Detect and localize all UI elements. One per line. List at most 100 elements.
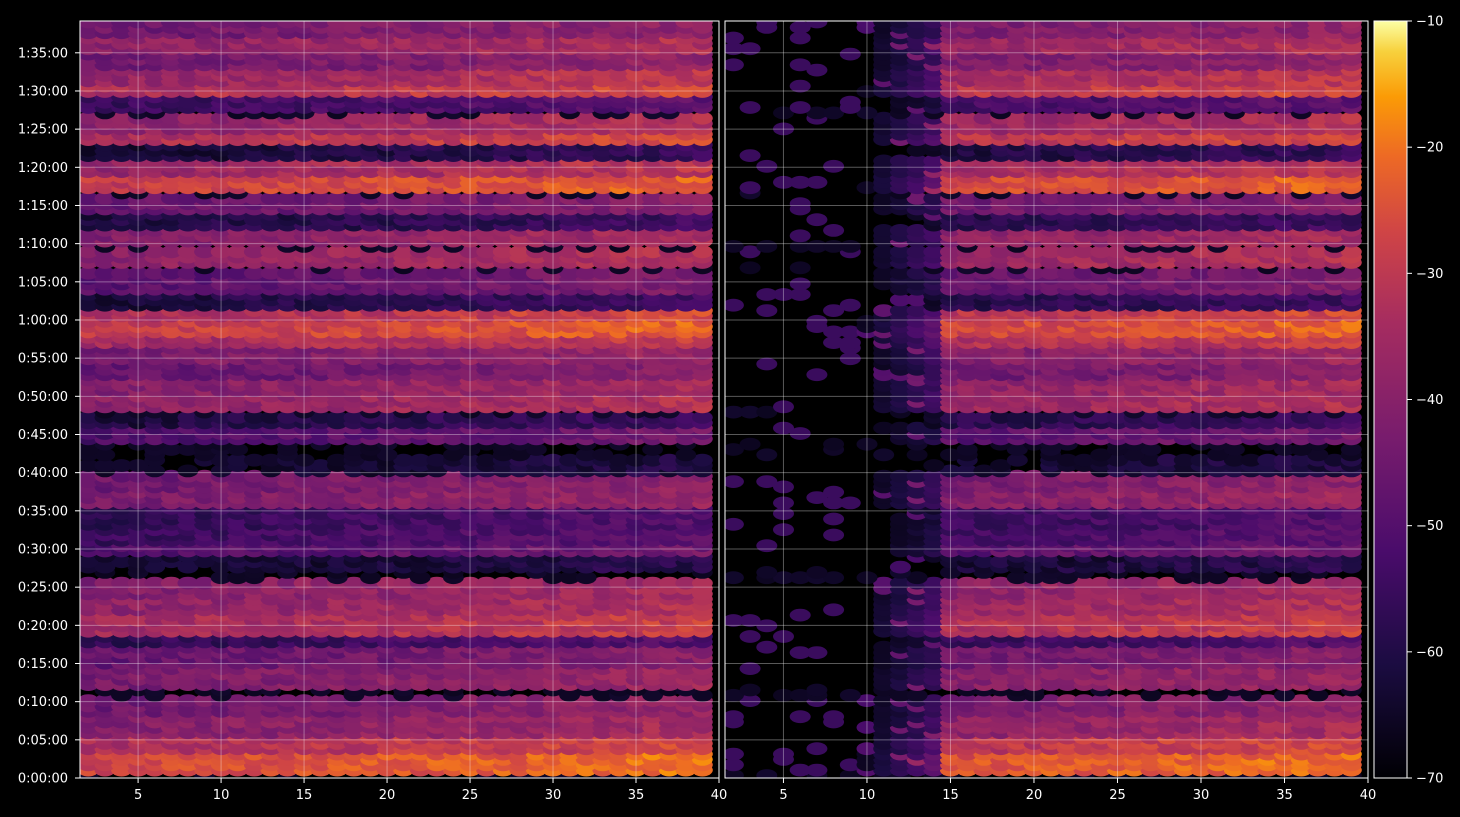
left-heatmap-cell: [526, 576, 547, 590]
left-heatmap-cell: [111, 266, 132, 280]
left-heatmap-cell: [675, 111, 697, 125]
left-heatmap-cell: [343, 245, 365, 259]
left-heatmap-cell: [575, 266, 597, 280]
left-heatmap-cell: [542, 411, 564, 424]
left-heatmap-cell: [459, 192, 481, 205]
left-heatmap-cell: [160, 469, 182, 483]
left-heatmap-cell: [177, 576, 199, 590]
left-heatmap-cell: [94, 694, 116, 707]
left-heatmap-cell: [559, 266, 580, 280]
left-heatmap-cell: [675, 266, 697, 280]
left-heatmap-cell: [426, 453, 448, 467]
left-heatmap-cell: [277, 469, 298, 483]
left-heatmap-cell: [542, 111, 564, 125]
left-heatmap-cell: [111, 576, 132, 590]
left-heatmap-cell: [592, 688, 614, 702]
left-heatmap-cell: [326, 469, 348, 483]
left-heatmap-cells: [80, 21, 713, 778]
left-heatmap-cell: [559, 571, 580, 585]
left-heatmap-cell: [127, 576, 149, 590]
left-heatmap-cell: [80, 576, 99, 590]
left-heatmap-cell: [625, 266, 647, 280]
left-heatmap-cell: [144, 266, 166, 280]
left-heatmap-cell: [310, 411, 332, 424]
left-heatmap-cell: [426, 245, 448, 259]
left-heatmap-cell: [393, 245, 414, 259]
left-heatmap-cell: [343, 266, 365, 280]
left-heatmap-cell: [459, 694, 481, 707]
left-heatmap-cell: [277, 576, 298, 590]
left-heatmap-cell: [227, 443, 249, 456]
left-heatmap-cell: [658, 576, 680, 590]
left-heatmap-cell: [94, 576, 116, 590]
left-heatmap-cell: [575, 694, 597, 707]
left-heatmap-cell: [642, 688, 663, 702]
left-heatmap-cell: [326, 411, 348, 424]
left-heatmap-cell: [94, 560, 116, 574]
left-heatmap-cell: [94, 266, 116, 280]
left-heatmap-cell: [144, 576, 166, 590]
left-heatmap-cell: [227, 411, 249, 424]
left-heatmap-cell: [625, 576, 647, 590]
left-heatmap-cell: [692, 688, 713, 702]
left-heatmap-cell: [642, 576, 663, 590]
left-heatmap-cell: [376, 448, 398, 462]
left-heatmap-cell: [277, 411, 298, 424]
left-heatmap-cell: [658, 694, 680, 707]
left-heatmap-cell: [492, 245, 514, 259]
left-heatmap-cell: [210, 571, 232, 585]
left-heatmap-cell: [160, 576, 182, 590]
left-heatmap-cell: [443, 469, 464, 483]
left-heatmap-cell: [559, 453, 580, 467]
left-heatmap-cell: [409, 192, 431, 205]
left-heatmap-cell: [127, 459, 149, 472]
left-heatmap-cell: [542, 571, 564, 585]
left-heatmap-cell: [310, 192, 332, 205]
left-heatmap-cell: [526, 266, 547, 280]
left-heatmap-cell: [160, 443, 182, 456]
left-heatmap-cell: [210, 560, 232, 574]
left-heatmap-cell: [542, 192, 564, 205]
left-heatmap-cell: [575, 448, 597, 462]
left-heatmap-cell: [210, 464, 232, 478]
left-heatmap-cell: [326, 694, 348, 707]
left-heatmap-cell: [160, 411, 182, 424]
left-heatmap-cell: [210, 411, 232, 424]
left-heatmap-cell: [476, 411, 497, 424]
left-heatmap-cell: [476, 111, 497, 125]
left-heatmap-cell: [426, 192, 448, 205]
left-heatmap-cell: [625, 245, 647, 259]
left-heatmap-cell: [509, 411, 531, 424]
left-heatmap-cell: [409, 571, 431, 585]
left-heatmap-cell: [592, 245, 614, 259]
left-heatmap-cell: [293, 192, 315, 205]
left-heatmap-cell: [343, 192, 365, 205]
left-heatmap-cell: [94, 459, 116, 472]
left-heatmap-cell: [260, 576, 282, 590]
left-heatmap-cell: [80, 411, 99, 424]
left-heatmap-cell: [194, 694, 215, 707]
left-heatmap-cell: [459, 245, 481, 259]
left-heatmap-cell: [692, 192, 713, 205]
left-heatmap-cell: [476, 576, 497, 590]
left-heatmap-cell: [492, 576, 514, 590]
left-heatmap-cell: [393, 111, 414, 125]
left-heatmap-cell: [592, 266, 614, 280]
left-heatmap-cell: [80, 266, 99, 280]
left-heatmap-cell: [177, 560, 199, 574]
left-heatmap-cell: [277, 192, 298, 205]
left-heatmap-cell: [509, 111, 531, 125]
left-heatmap-cell: [293, 266, 315, 280]
left-heatmap-cell: [326, 266, 348, 280]
left-heatmap-cell: [426, 266, 448, 280]
left-heatmap-cell: [260, 266, 282, 280]
left-heatmap-cell: [210, 245, 232, 259]
left-heatmap-cell: [360, 111, 381, 125]
left-heatmap-cell: [243, 453, 265, 467]
left-heatmap-cell: [592, 448, 614, 462]
left-heatmap-cell: [310, 459, 332, 472]
left-heatmap-cell: [459, 453, 481, 467]
left-heatmap-cell: [310, 576, 332, 590]
left-heatmap-cell: [111, 411, 132, 424]
